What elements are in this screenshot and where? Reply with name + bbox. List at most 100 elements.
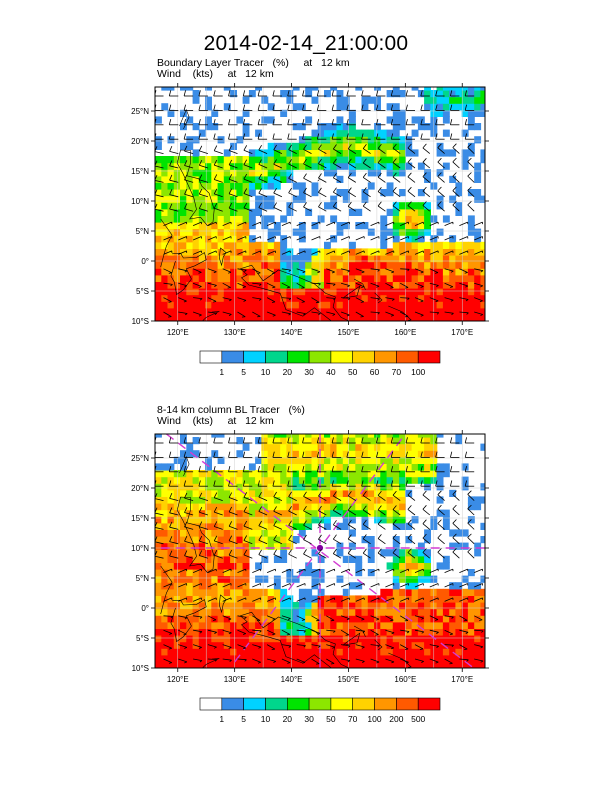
tracer-cell [392, 129, 400, 137]
tracer-cell [248, 654, 256, 662]
tracer-cell [292, 483, 300, 491]
wind-barb-feather [346, 90, 349, 97]
tracer-cell [311, 255, 319, 263]
tracer-cell [392, 536, 400, 544]
tracer-cell [267, 463, 275, 471]
wind-barb-shaft [414, 568, 424, 573]
tracer-cell [298, 255, 306, 263]
tracer-cell [155, 641, 162, 649]
wind-barb-shaft [326, 221, 335, 226]
wind-barb-shaft [422, 523, 431, 530]
wind-barb-shaft [422, 190, 431, 198]
tracer-cell [242, 661, 250, 668]
wind-barb-shaft [452, 204, 460, 212]
tracer-cell [324, 608, 331, 616]
tracer-cell [186, 294, 194, 302]
tracer-cell [236, 588, 244, 596]
tracer-cell [405, 641, 413, 649]
tracer-cell [342, 437, 350, 445]
coastline [201, 658, 220, 668]
wind-barb-shaft [452, 494, 460, 501]
tracer-cell [436, 615, 444, 623]
tracer-cell [223, 189, 231, 197]
tracer-cell [361, 503, 369, 511]
wind-barb-shaft [407, 552, 416, 559]
tracer-cell [455, 87, 463, 91]
tracer-cell [342, 621, 350, 629]
tracer-cell [405, 255, 413, 263]
tracer-cell [298, 288, 306, 296]
wind-barb-feather [464, 451, 467, 458]
wind-barb-feather [420, 118, 423, 125]
tracer-cell [242, 635, 250, 643]
tracer-cell [349, 496, 356, 504]
wind-barb-feather [228, 480, 231, 487]
wind-barb-feather [422, 505, 427, 510]
tracer-cell [292, 437, 300, 445]
tracer-cell [392, 136, 400, 144]
colorbar-label: 60 [370, 367, 380, 377]
tracer-cell [342, 274, 350, 282]
tracer-cell [424, 434, 431, 438]
wind-barb-shaft [407, 523, 416, 530]
tracer-cell [292, 648, 300, 656]
tracer-cell [298, 228, 306, 236]
tracer-cell [311, 654, 319, 662]
wind-barb-feather [272, 104, 275, 111]
tracer-cell [386, 437, 394, 445]
tracer-cell [286, 489, 294, 497]
wind-barb-shaft [237, 311, 246, 318]
wind-barb-shaft [414, 658, 424, 662]
tracer-cell [361, 470, 369, 478]
wind-barb-shaft [318, 206, 327, 212]
tracer-cell [230, 635, 237, 643]
tracer-cell [317, 434, 325, 438]
coastline [323, 515, 325, 518]
tracer-cell [411, 301, 419, 309]
wind-barb-shaft [207, 236, 217, 241]
tracer-cell [480, 621, 485, 629]
tracer-cell [267, 235, 275, 243]
wind-barb-shaft [459, 221, 468, 226]
wind-barb-feather [198, 465, 201, 472]
tracer-cell [248, 215, 256, 223]
tracer-cell [255, 195, 262, 203]
wind-barb-feather [467, 157, 472, 162]
tracer-cell [349, 268, 356, 276]
wind-barb-shaft [400, 282, 409, 288]
tracer-cell [180, 162, 187, 170]
tracer-cell [355, 483, 363, 491]
tracer-cell [211, 582, 219, 590]
tracer-cell [236, 116, 244, 124]
wind-barb-feather [301, 287, 305, 289]
tracer-cell [417, 434, 425, 438]
tracer-cell [167, 470, 175, 478]
tracer-cell [167, 615, 175, 623]
tracer-cell [349, 129, 356, 137]
wind-barb-shaft [243, 511, 253, 516]
tracer-cell [205, 562, 212, 570]
wind-barb-feather [287, 133, 290, 140]
tracer-cell [211, 162, 219, 170]
tracer-cell [286, 443, 294, 451]
tracer-cell [255, 456, 262, 464]
wind-barb-feather [242, 633, 246, 635]
tracer-cell [449, 241, 457, 249]
tracer-cell [311, 129, 319, 137]
tracer-cell [361, 654, 369, 662]
tracer-cell [298, 635, 306, 643]
tracer-cell [286, 463, 294, 471]
wind-barb-feather [392, 519, 397, 525]
tracer-cell [405, 648, 413, 656]
tracer-cell [311, 476, 319, 484]
tracer-cell [180, 109, 187, 117]
tracer-cell [330, 162, 338, 170]
wind-barb-shaft [452, 190, 460, 198]
tracer-cell [192, 529, 200, 537]
wind-barb-feather [243, 549, 248, 556]
wind-barb-feather [273, 173, 277, 179]
tracer-cell [267, 274, 275, 282]
wind-barb-feather [288, 144, 292, 150]
tracer-cell [324, 595, 331, 603]
tracer-cell [392, 595, 400, 603]
